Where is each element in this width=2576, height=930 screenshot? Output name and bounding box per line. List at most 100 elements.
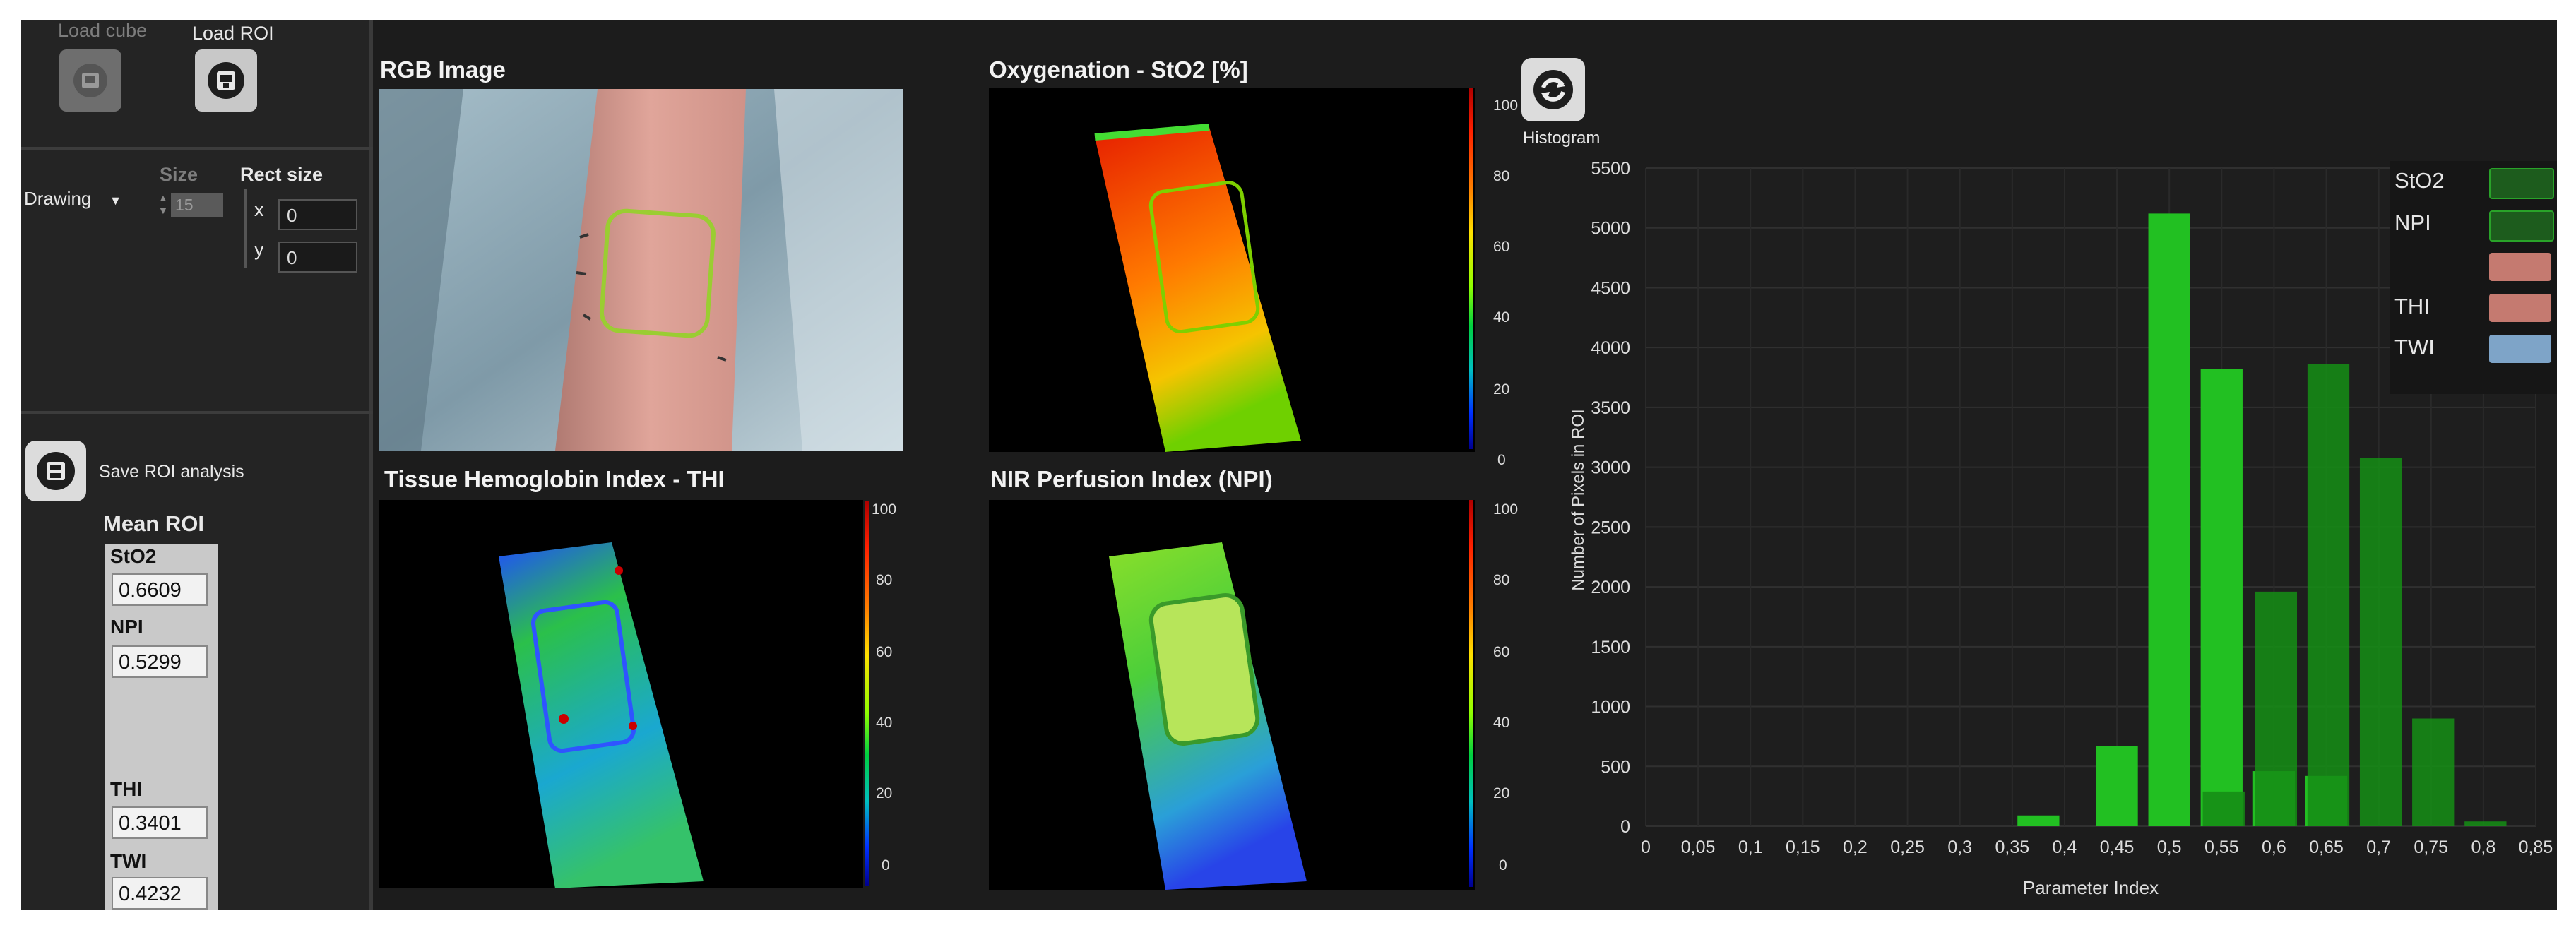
x-tick-label: 0,05 xyxy=(1681,837,1716,857)
drawing-mode-dropdown[interactable]: Drawing ▼ xyxy=(24,188,121,210)
x-tick-label: 0,15 xyxy=(1786,837,1820,857)
arm-photo xyxy=(379,89,903,451)
rgb-image xyxy=(379,89,903,451)
npi-map xyxy=(989,500,1475,890)
tick-label: 40 xyxy=(1493,715,1510,731)
load-roi-button[interactable] xyxy=(195,49,257,112)
npi-value: 0.5299 xyxy=(112,645,208,678)
tick-label: 40 xyxy=(1493,309,1510,326)
roi-icon xyxy=(208,62,244,99)
tick-label: 0 xyxy=(1499,857,1507,874)
legend-label-thi: THI xyxy=(2394,294,2430,318)
x-tick-label: 0,45 xyxy=(2100,837,2135,857)
cube-icon xyxy=(73,64,107,97)
load-roi-label: Load ROI xyxy=(192,23,274,44)
legend-swatch-twi[interactable] xyxy=(2489,335,2551,363)
legend-swatch-npi[interactable] xyxy=(2489,210,2554,242)
x-tick-label: 0,65 xyxy=(2309,837,2344,857)
sto2-colorbar xyxy=(1469,88,1473,449)
tick-label: 0 xyxy=(1497,452,1506,468)
bar-sto2 xyxy=(2096,746,2138,826)
bar-npi xyxy=(2255,591,2298,826)
bar-npi xyxy=(2412,718,2455,826)
y-axis-label: Number of Pixels in ROI xyxy=(1569,409,1588,590)
legend-swatch-thi[interactable] xyxy=(2489,294,2551,322)
legend-label-npi: NPI xyxy=(2394,210,2431,235)
y-tick-label: 4500 xyxy=(1591,278,1630,298)
y-tick-label: 3500 xyxy=(1591,398,1630,418)
control-panel: Load cube Load ROI Drawing ▼ Size ▲ xyxy=(21,20,373,910)
x-tick-label: 0,75 xyxy=(2414,837,2448,857)
tick-label: 80 xyxy=(1493,168,1510,184)
y-tick-label: 2500 xyxy=(1591,518,1630,537)
histogram-chart: 0 0,05 0,1 0,15 0,2 0,25 0,3 0,35 0,4 0,45 0,5 0,55… xyxy=(1569,159,2553,898)
rect-x-field[interactable]: 0 xyxy=(278,199,357,230)
chevron-down-icon: ▼ xyxy=(109,193,122,208)
y-tick-label: 4000 xyxy=(1591,338,1630,358)
x-tick-label: 0,5 xyxy=(2157,837,2182,857)
x-tick-label: 0,7 xyxy=(2366,837,2391,857)
sto2-value: 0.6609 xyxy=(112,573,208,606)
y-label: y xyxy=(254,239,264,260)
tick-label: 60 xyxy=(1493,239,1510,255)
twi-label: TWI xyxy=(110,850,147,872)
save-roi-label: Save ROI analysis xyxy=(99,462,244,482)
size-stepper[interactable]: ▲ ▼ 15 xyxy=(158,192,229,219)
sto2-map-graphic xyxy=(1094,124,1301,452)
thi-map-graphic xyxy=(499,542,704,888)
bar-npi xyxy=(2464,821,2507,826)
x-axis-label: Parameter Index xyxy=(2023,877,2159,898)
tick-label: 100 xyxy=(872,501,897,518)
sto2-map xyxy=(989,88,1475,452)
y-tick-label: 1500 xyxy=(1591,638,1630,657)
legend: StO2 NPI THI TWI xyxy=(2390,161,2557,394)
y-tick-labels: 0 500 1000 1500 2000 2500 3000 3500 4000 4500 5000… xyxy=(1591,159,1630,837)
twi-value: 0.4232 xyxy=(112,877,208,910)
tick-label: 80 xyxy=(876,572,893,588)
thi-value: 0.3401 xyxy=(112,806,208,839)
rgb-title: RGB Image xyxy=(380,56,506,83)
y-tick-label: 5000 xyxy=(1591,219,1630,239)
y-tick-label: 0 xyxy=(1620,817,1630,837)
y-tick-label: 3000 xyxy=(1591,458,1630,478)
divider xyxy=(21,147,373,150)
save-roi-button[interactable] xyxy=(25,441,86,501)
x-tick-label: 0,85 xyxy=(2519,837,2553,857)
npi-title: NIR Perfusion Index (NPI) xyxy=(990,466,1273,492)
stepper-down-icon[interactable]: ▼ xyxy=(158,205,168,216)
thi-label: THI xyxy=(110,778,143,800)
divider xyxy=(21,411,373,414)
refresh-histogram-button[interactable] xyxy=(1521,58,1585,121)
load-cube-label: Load cube xyxy=(58,20,148,41)
size-field[interactable]: 15 xyxy=(171,193,223,217)
app-window: Load cube Load ROI Drawing ▼ Size ▲ xyxy=(21,20,2557,910)
histogram-label: Histogram xyxy=(1523,129,1601,148)
load-cube-button[interactable] xyxy=(59,49,121,112)
x-tick-label: 0,3 xyxy=(1947,837,1972,857)
legend-label-sto2: StO2 xyxy=(2394,168,2445,193)
tick-label: 80 xyxy=(1493,572,1510,588)
thi-title: Tissue Hemoglobin Index - THI xyxy=(384,466,725,492)
npi-colorbar xyxy=(1469,500,1473,887)
x-label: x xyxy=(254,199,264,220)
y-tick-label: 500 xyxy=(1601,757,1630,777)
x-tick-label: 0,8 xyxy=(2471,837,2495,857)
y-tick-label: 5500 xyxy=(1591,159,1630,179)
y-tick-label: 2000 xyxy=(1591,578,1630,597)
thi-colorbar xyxy=(865,501,869,886)
rect-y-field[interactable]: 0 xyxy=(278,242,357,273)
legend-swatch-sto2[interactable] xyxy=(2489,168,2554,199)
tick-label: 20 xyxy=(1493,381,1510,398)
x-tick-label: 0,55 xyxy=(2204,837,2239,857)
legend-swatch-blank[interactable] xyxy=(2489,253,2551,281)
x-tick-label: 0,1 xyxy=(1738,837,1763,857)
stepper-up-icon[interactable]: ▲ xyxy=(158,192,168,203)
y-tick-label: 1000 xyxy=(1591,698,1630,717)
tick-label: 0 xyxy=(882,857,890,874)
mean-roi-title: Mean ROI xyxy=(103,511,204,536)
bar-sto2 xyxy=(2148,213,2190,827)
x-tick-label: 0,25 xyxy=(1890,837,1925,857)
tick-label: 40 xyxy=(876,715,893,731)
x-tick-label: 0,35 xyxy=(1995,837,2029,857)
x-tick-labels: 0 0,05 0,1 0,15 0,2 0,25 0,3 0,35 0,4 0,45 0,5 0,55… xyxy=(1641,837,2553,857)
